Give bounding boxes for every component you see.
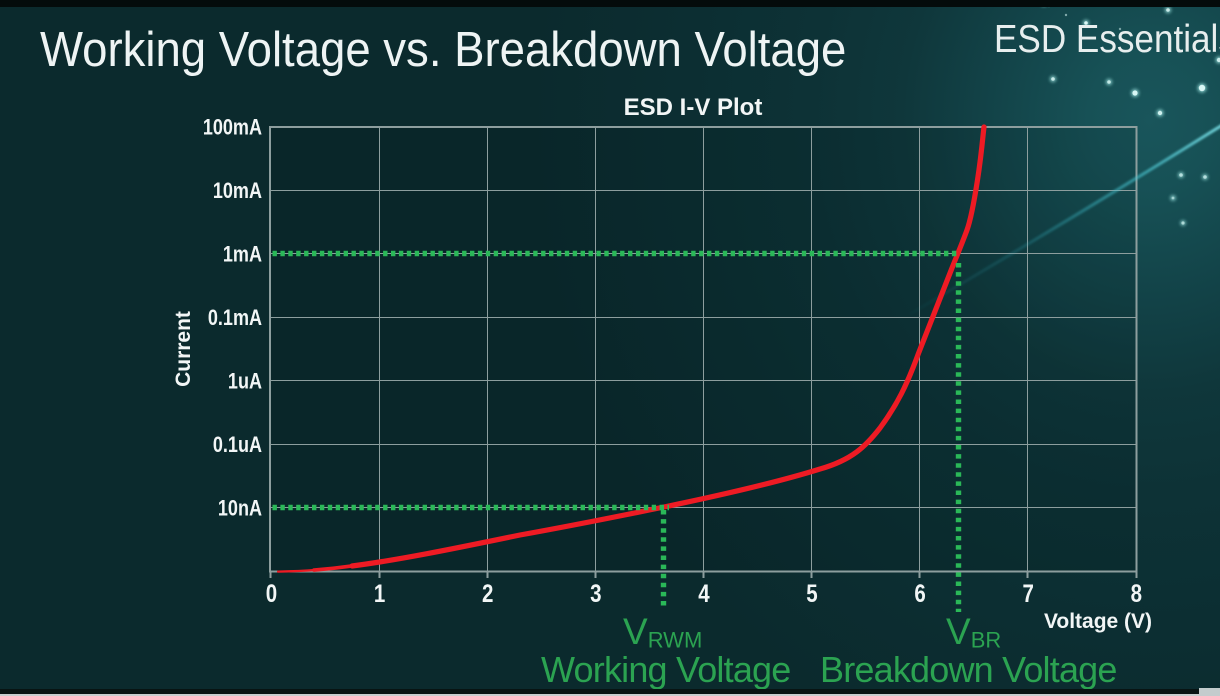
svg-text:1mA: 1mA <box>223 243 262 267</box>
svg-text:100mA: 100mA <box>203 116 262 140</box>
svg-text:2: 2 <box>482 579 493 607</box>
svg-text:1uA: 1uA <box>228 370 262 394</box>
svg-text:0.1mA: 0.1mA <box>208 306 262 330</box>
svg-text:10mA: 10mA <box>213 179 262 203</box>
svg-text:8: 8 <box>1131 579 1143 607</box>
svg-text:VBR: VBR <box>946 611 1001 653</box>
svg-text:5: 5 <box>806 579 818 607</box>
svg-text:0.1uA: 0.1uA <box>213 433 262 457</box>
svg-text:Breakdown Voltage: Breakdown Voltage <box>820 649 1117 690</box>
svg-text:1: 1 <box>374 579 386 607</box>
svg-text:VRWM: VRWM <box>623 611 702 653</box>
svg-text:4: 4 <box>698 579 710 607</box>
svg-text:3: 3 <box>590 579 601 607</box>
svg-text:10nA: 10nA <box>218 497 262 521</box>
svg-text:ESD I-V Plot: ESD I-V Plot <box>624 94 763 121</box>
svg-text:Voltage (V): Voltage (V) <box>1044 610 1152 633</box>
svg-text:Current: Current <box>172 311 195 387</box>
svg-text:6: 6 <box>914 579 925 607</box>
svg-text:0: 0 <box>266 579 277 607</box>
svg-text:Working Voltage: Working Voltage <box>541 649 791 690</box>
svg-text:7: 7 <box>1022 579 1033 607</box>
